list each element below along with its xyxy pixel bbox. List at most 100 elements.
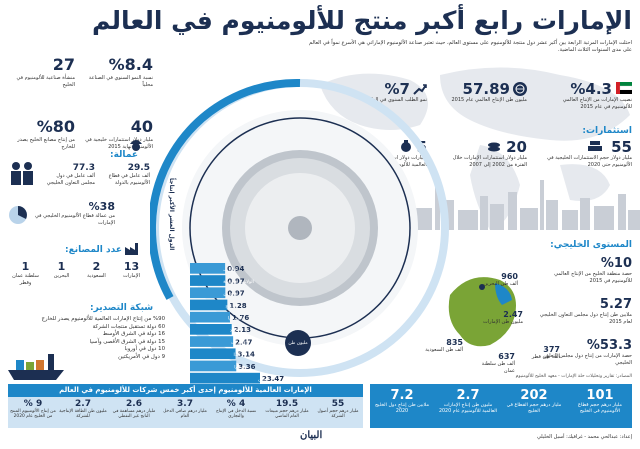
- company-stat: 4 % نسبة الدخل في الإنتاج والتجاري: [211, 399, 261, 419]
- chart-bar: [190, 311, 230, 323]
- chart-category-first: [190, 238, 268, 252]
- stat-value: 57.89: [462, 80, 510, 98]
- workers-share: %38 من عمالة قطاع الألومنيوم الخليجي في …: [35, 200, 115, 226]
- factory-count-label: سلطنة عمان وقطر: [12, 273, 39, 286]
- factories-title: عدد المصانع:: [65, 245, 122, 255]
- left-stat-label: نسبة النمو السنوي في الصناعة محلياً: [88, 75, 153, 88]
- workers-uae: 29.5 ألف عامل في قطاع الألومنيوم بالدولة: [95, 163, 150, 186]
- factory-icon: [125, 241, 143, 255]
- chart-value-label: 1.28: [229, 302, 246, 310]
- brand-logo: البيان: [300, 430, 323, 441]
- gulf-stat-label: حصة الإمارات من إنتاج دول مجلس التعاون ا…: [543, 353, 632, 366]
- export-item: 15 دولة في الشرق الأقصى وآسيا: [89, 338, 165, 345]
- factory-count: 1 البحرين: [45, 260, 78, 280]
- map-label-value: 835: [446, 338, 463, 347]
- gulf-stat: 5.27 ملايين طن إنتاج دول مجلس التعاون ال…: [537, 297, 632, 325]
- factory-count-label: الإمارات: [123, 273, 140, 279]
- export-item: 60 دولة تستقبل منتجات الشركة: [92, 323, 165, 330]
- factory-count-label: السعودية: [87, 273, 106, 279]
- chart-value-label: 0.97: [227, 277, 244, 285]
- chart-category-label: الإمارات: [231, 341, 247, 346]
- left-stat-label: من إنتاج مصانع الخليج يصدر للخارج: [17, 137, 75, 150]
- chart-bar: [190, 348, 236, 360]
- chart-value-label: 2.13: [234, 326, 251, 334]
- bottom-stat-label: مليار درهم حجم القطاع في الخليج: [506, 403, 562, 414]
- factory-count: 2 السعودية: [80, 260, 113, 280]
- map-label-text: ألف طن السعودية: [425, 347, 463, 353]
- company-stat-label: مليار درهم حجم مبيعات العام الماضي: [265, 409, 309, 420]
- chart-value-label: 0.97: [227, 290, 244, 298]
- chart-category-label: الولايات المتحدة: [223, 280, 254, 285]
- export-item: 16 دولة في الشرق الأوسط: [102, 331, 165, 337]
- chart-value-label: 1.76: [232, 314, 249, 322]
- stat-value: %4.3: [570, 80, 612, 98]
- company-stat-label: مليون طن الطاقة الإنتاجية للشركة: [59, 409, 107, 420]
- bottom-stat-value: 2.7: [456, 388, 480, 403]
- workers-group-icon: [8, 160, 36, 186]
- stat-label: مليون طن الإنتاج العالمي عام 2015: [451, 97, 528, 103]
- company-stats: 55 مليار درهم حجم أصول الشركة 19.5 مليار…: [8, 397, 363, 428]
- export-item: 10 دول في أوروبا: [124, 346, 165, 352]
- chart-bar: [190, 324, 232, 335]
- company-stat-value: 9 %: [23, 399, 43, 409]
- company-stat: 2.6 مليار درهم مساهمة في الناتج غير النف…: [109, 399, 159, 419]
- circle-caption: الدول العشر الأكبر إنتاجاً: [168, 177, 175, 250]
- company-stat: 3.7 مليار درهم صافي الدخل العام: [160, 399, 210, 419]
- bottom-stat: 7.2 ملايين طن إنتاج دول الخليج 2020: [370, 388, 434, 415]
- chart-category-label: كندا: [234, 352, 242, 358]
- export-item: 9 دول في الأمريكتين: [118, 353, 165, 360]
- company-stat-label: مليار درهم حجم أصول الشركة: [317, 409, 359, 420]
- gulf-stat: %10 حصة منطقة الخليج من الإنتاج العالمي …: [537, 256, 632, 284]
- central-circle-graphic: [150, 78, 449, 377]
- company-stat-value: 19.5: [275, 399, 299, 409]
- bottom-stat: 2.7 مليون طن إنتاج الإمارات العالمية للأ…: [436, 388, 500, 415]
- workers-gulf: 77.3 ألف عامل في دول مجلس التعاون الخليج…: [45, 163, 95, 186]
- workers-share-label: من عمالة قطاع الألومنيوم الخليجي في الإم…: [34, 213, 115, 226]
- chart-bar: [190, 360, 237, 372]
- map-label-value: 2.47: [503, 310, 523, 319]
- company-stat-label: من إنتاج الألومنيوم المنتج من الخليج عام…: [10, 409, 56, 420]
- chart-category-label: الهند: [230, 329, 239, 334]
- export-item: %90 من إنتاج الإمارات العالمية للألومنيو…: [41, 316, 165, 322]
- top-right-stats: %4.3 نصيب الإمارات من الإنتاج العالمي لل…: [332, 80, 632, 120]
- footer-credits: إعداد: عبدالحي محمد - غرافيك: أسيل الخلي…: [536, 434, 632, 440]
- company-stat-value: 3.7: [177, 399, 193, 409]
- factory-count-label: البحرين: [53, 273, 70, 279]
- map-label-value: 960: [501, 272, 518, 281]
- map-label-text: ألف طن البحرين: [483, 281, 518, 287]
- chart-category-label: روسيا: [234, 365, 245, 370]
- company-stat-label: مليار درهم مساهمة في الناتج غير النفطي: [112, 409, 156, 420]
- company-stat: 2.7 مليون طن الطاقة الإنتاجية للشركة: [58, 399, 108, 419]
- chart-bar: [190, 287, 226, 299]
- investment-label: مليار دولار حجم الاستثمارات الخليجية في …: [547, 155, 632, 168]
- factory-count-value: 1: [57, 260, 66, 273]
- left-stat-value: %80: [36, 117, 75, 136]
- left-stat-value: 40: [130, 117, 153, 136]
- page-title: الإمارات رابع أكبر منتج للألومنيوم في ال…: [92, 6, 632, 35]
- chart-bar: [190, 336, 234, 347]
- gulf-stat-value: %10: [600, 256, 632, 271]
- map-label-value: 637: [498, 352, 515, 361]
- bottom-stat-value: 7.2: [390, 388, 414, 403]
- factory-count: 13 الإمارات: [115, 260, 148, 280]
- investments-title: استثمارات:: [582, 126, 632, 136]
- company-banner: الإمارات العالمية للألومنيوم إحدى أكبر خ…: [8, 384, 363, 397]
- company-stat-value: 2.7: [75, 399, 91, 409]
- workers-share-value: %38: [88, 200, 115, 213]
- bottom-stat: 101 مليار درهم حجم قطاع الألومنيوم في ال…: [568, 388, 632, 415]
- money-bag-icon: [399, 140, 413, 152]
- exports-title: شبكة التصدير:: [90, 303, 154, 313]
- unit-badge: مليون طن: [285, 330, 311, 356]
- gulf-stat-value: %53.3: [586, 338, 632, 353]
- map-label-text: مليون طن الإمارات: [482, 319, 523, 325]
- map-label-text: ألف طن سلطنة عمان: [481, 361, 515, 374]
- chart-value-label: 0.94: [227, 265, 244, 273]
- exports-list: %90 من إنتاج الإمارات العالمية للألومنيو…: [40, 316, 165, 361]
- map-label-oman: 637 ألف طن سلطنة عمان: [470, 352, 515, 374]
- bottom-stat-label: ملايين طن إنتاج دول الخليج 2020: [374, 403, 430, 414]
- sources-credit: المصادر: تقارير وتحليلات حلة الإمارات - …: [515, 374, 632, 379]
- chart-value-label: 23.47: [262, 375, 284, 383]
- company-stat: 19.5 مليار درهم حجم مبيعات العام الماضي: [262, 399, 312, 419]
- company-stat-value: 4 %: [226, 399, 246, 409]
- investment-value: 55: [611, 138, 632, 156]
